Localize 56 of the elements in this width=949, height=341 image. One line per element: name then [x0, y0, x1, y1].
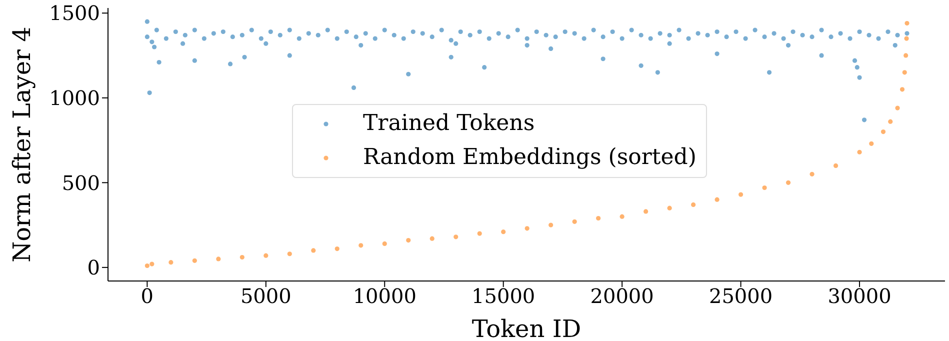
point [900, 87, 905, 92]
point [430, 236, 434, 241]
legend-label: Trained Tokens [363, 110, 535, 138]
point [786, 180, 791, 185]
point [358, 243, 364, 248]
point [192, 258, 197, 263]
point [714, 197, 720, 202]
point [406, 238, 411, 243]
x-tick-label: 5000 [240, 284, 292, 308]
point [833, 163, 838, 168]
point [264, 253, 268, 258]
point [644, 209, 648, 214]
point [895, 106, 900, 110]
x-tick-label: 25000 [708, 284, 773, 308]
x-axis-title: Token ID [472, 315, 582, 341]
point [738, 192, 744, 197]
y-tick-label: 1000 [49, 86, 100, 110]
legend-label: Random Embeddings (sorted) [363, 144, 696, 172]
point [524, 226, 530, 231]
x-tick-label: 10000 [352, 284, 416, 308]
point [762, 185, 767, 190]
point [857, 150, 862, 154]
x-tick-label: 30000 [828, 284, 892, 308]
point [572, 219, 577, 224]
point [904, 36, 909, 41]
x-tick-label: 0 [140, 284, 154, 308]
y-tick-label: 500 [62, 170, 100, 195]
x-tick-label: 20000 [590, 284, 654, 308]
y-axis-title: Norm after Layer 4 [8, 26, 36, 262]
y-tick-label: 0 [87, 256, 100, 280]
point [548, 222, 554, 228]
point [596, 216, 601, 221]
point [216, 256, 221, 262]
point [888, 119, 893, 124]
point [477, 231, 482, 236]
point [902, 70, 907, 75]
point [904, 20, 910, 26]
point [454, 234, 458, 240]
point [667, 206, 672, 210]
point [620, 214, 624, 219]
point [501, 230, 506, 234]
point [880, 129, 886, 134]
point [382, 241, 387, 246]
point [240, 254, 244, 260]
x-tick-label: 15000 [472, 284, 536, 308]
y-tick-label: 1500 [49, 1, 100, 26]
point [334, 246, 340, 252]
point [144, 263, 150, 268]
point [904, 53, 908, 58]
point [168, 260, 174, 265]
point [691, 202, 696, 207]
point [287, 252, 292, 256]
point [810, 172, 814, 176]
point [869, 141, 874, 146]
point [311, 248, 316, 253]
point [150, 262, 154, 266]
